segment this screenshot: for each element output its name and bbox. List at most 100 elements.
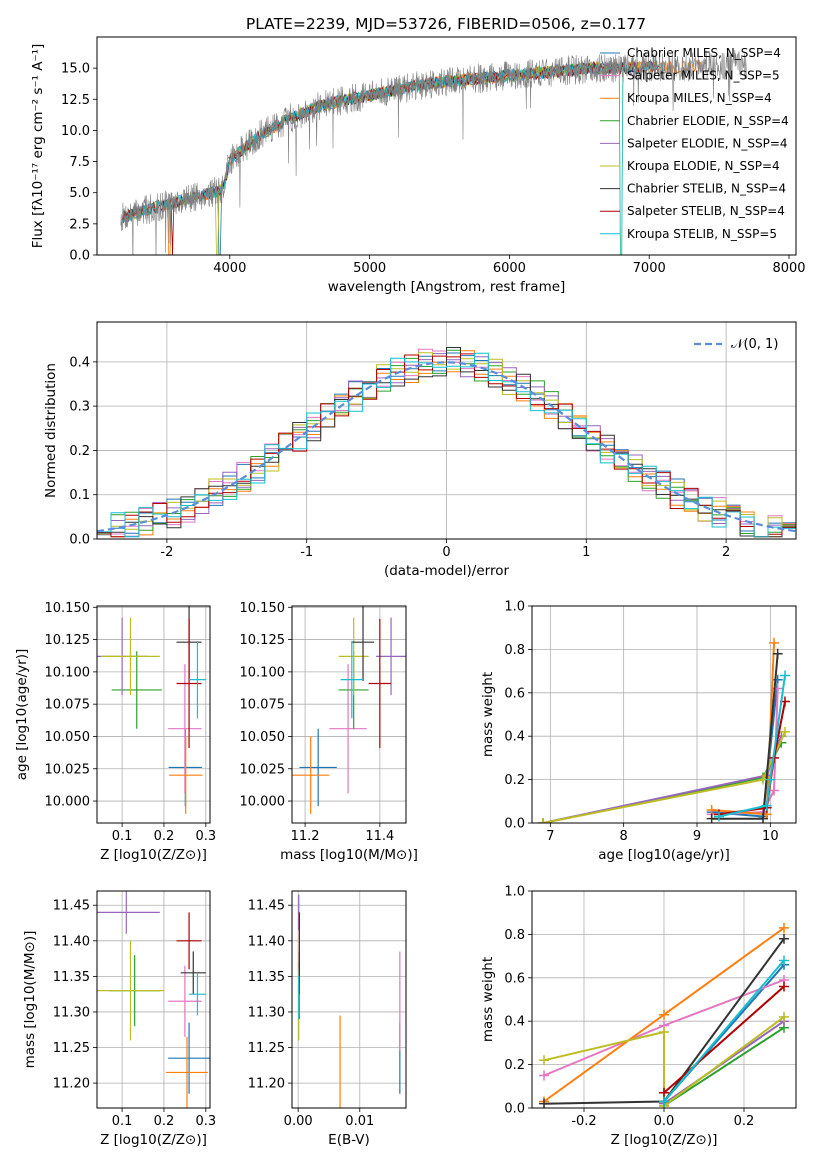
axes-frame xyxy=(96,321,797,540)
weight-line-kroupa_stelib xyxy=(718,675,786,818)
legend-label-kroupa_elodie: Kroupa ELODIE, N_SSP=4 xyxy=(627,159,780,173)
y-tick-label: 0.0 xyxy=(69,533,90,548)
mass-vs-metallicity-panel: 0.1 0.2 0.3 11.20 11.25 11.30 11.35 11.40 11.45 Z… xyxy=(22,890,216,1148)
y-tick-label: 15.0 xyxy=(61,62,90,77)
legend-label-kroupa_miles: Kroupa MILES, N_SSP=4 xyxy=(627,91,772,105)
y-tick-label: 0.2 xyxy=(504,1058,525,1073)
y-tick-label: 0.6 xyxy=(504,971,525,986)
weight-marker-kroupa_miles xyxy=(769,637,779,648)
y-tick-label: 0.4 xyxy=(504,730,525,745)
x-axis-label: Z [log10(Z/Z⊙)] xyxy=(100,1132,207,1148)
weight-lines xyxy=(538,637,790,823)
errorbars xyxy=(292,606,406,814)
y-tick-label: 11.20 xyxy=(53,1077,90,1092)
histogram-steps xyxy=(97,347,796,538)
y-tick-label: 0.4 xyxy=(69,355,90,370)
x-tick-label: 7000 xyxy=(633,261,666,276)
y-tick-label: 11.40 xyxy=(248,934,285,949)
y-tick-label: 10.050 xyxy=(45,730,91,745)
x-tick-label: 11.2 xyxy=(291,829,320,844)
y-tick-label: 10.0 xyxy=(61,124,90,139)
weight-marker-salpeter_stelib xyxy=(659,1087,669,1098)
x-tick-label: 0.00 xyxy=(284,1114,313,1129)
x-tick-label: 8 xyxy=(620,829,628,844)
weight-marker-kroupa_stelib xyxy=(780,670,790,681)
y-tick-label: 10.125 xyxy=(45,633,91,648)
y-tick-label: 10.000 xyxy=(240,795,286,810)
weight-marker-kroupa_elodie xyxy=(538,818,548,823)
y-tick-label: 5.0 xyxy=(69,186,90,201)
figure-title: PLATE=2239, MJD=53726, FIBERID=0506, z=0… xyxy=(246,15,646,33)
y-tick-label: 10.075 xyxy=(240,698,286,713)
y-tick-label: 0.8 xyxy=(504,928,525,943)
y-tick-label: 11.30 xyxy=(248,1005,285,1020)
x-tick-label: 0.2 xyxy=(154,1114,175,1129)
weight-line-kroupa_elodie xyxy=(543,1016,785,1108)
age-vs-metallicity-panel: 0.1 0.2 0.3 10.000 10.025 10.050 10.075 10.100 1… xyxy=(14,601,216,863)
mass-weight-vs-metallicity-panel: -0.2 0.0 0.2 0.0 0.2 0.4 0.6 0.8 1.0 Z [log10(Z/Z… xyxy=(480,885,797,1148)
weight-marker-chabrier_stelib xyxy=(779,933,789,944)
weight-marker-kroupa_miles xyxy=(779,922,789,933)
weight-marker-kroupa_elodie xyxy=(780,726,790,737)
mass-vs-ebv-panel: 0.00 0.01 11.20 11.25 11.30 11.35 11.40 11.45 E(… xyxy=(248,890,407,1148)
legend-label-kroupa_stelib: Kroupa STELIB, N_SSP=5 xyxy=(627,227,777,241)
x-tick-label: 7 xyxy=(546,829,554,844)
y-tick-label: 11.25 xyxy=(248,1041,285,1056)
observed-spectrum-line xyxy=(120,49,748,255)
y-tick-label: 10.100 xyxy=(240,665,286,680)
y-tick-label: 11.20 xyxy=(248,1077,285,1092)
y-tick-label: 0.2 xyxy=(69,444,90,459)
axes-frame xyxy=(531,890,797,1109)
axes-frame xyxy=(531,605,797,824)
weight-marker-kroupa_stelib xyxy=(761,800,772,811)
axes-frame xyxy=(96,36,797,256)
x-tick-label: 0 xyxy=(442,545,450,560)
weight-line-kroupa_stelib xyxy=(663,959,785,1103)
spectrum-legend: Chabrier MILES, N_SSP=4 Salpeter MILES, N… xyxy=(600,46,789,241)
x-tick-label: 0.01 xyxy=(345,1114,374,1129)
y-tick-label: 7.5 xyxy=(69,155,90,170)
y-tick-label: 10.025 xyxy=(45,762,91,777)
x-tick-label: 4000 xyxy=(213,261,246,276)
x-tick-label: -0.2 xyxy=(571,1114,596,1129)
x-tick-label: 5000 xyxy=(353,261,386,276)
y-tick-label: 0.2 xyxy=(504,773,525,788)
y-tick-label: 11.30 xyxy=(53,1005,90,1020)
y-tick-label: 0.8 xyxy=(504,643,525,658)
weight-marker-chabrier_stelib xyxy=(772,648,783,659)
x-tick-label: 6000 xyxy=(493,261,526,276)
model-spectrum-kroupa_stelib xyxy=(121,60,667,255)
legend-label-chabrier_stelib: Chabrier STELIB, N_SSP=4 xyxy=(627,182,786,196)
x-axis-label: wavelength [Angstrom, rest frame] xyxy=(328,279,566,295)
histogram-kroupa_stelib xyxy=(97,352,796,538)
y-axis-label: mass weight xyxy=(480,672,496,757)
y-tick-label: 11.40 xyxy=(53,934,90,949)
axes-frame xyxy=(291,890,407,1109)
y-tick-label: 11.35 xyxy=(248,970,285,985)
y-axis-label: mass [log10(M/M⊙)] xyxy=(22,931,38,1069)
residual-histogram-panel: -2 -1 0 1 2 0.0 0.1 0.2 0.3 0.4 (data-model)/error… xyxy=(43,321,797,579)
legend-label-salpeter_miles: Salpeter MILES, N_SSP=5 xyxy=(627,69,780,83)
x-tick-label: 0.2 xyxy=(734,1114,755,1129)
weight-marker-chabrier_stelib xyxy=(758,813,768,823)
y-tick-label: 1.0 xyxy=(504,885,525,900)
y-tick-label: 0.4 xyxy=(504,1015,525,1030)
y-axis-label: Flux [fλ10⁻¹⁷ erg cm⁻² s⁻¹ A⁻¹] xyxy=(30,44,46,249)
weight-marker-salpeter_stelib xyxy=(779,981,789,992)
weight-marker-chabrier_stelib xyxy=(539,1098,549,1108)
y-tick-label: 10.000 xyxy=(45,795,91,810)
spectrum-lines xyxy=(120,49,748,255)
x-tick-label: -1 xyxy=(300,545,313,560)
y-tick-label: 11.25 xyxy=(53,1041,90,1056)
y-tick-label: 0.1 xyxy=(69,488,90,503)
x-tick-label: 0.0 xyxy=(654,1114,675,1129)
x-tick-label: 2 xyxy=(722,545,730,560)
y-tick-label: 2.5 xyxy=(69,217,90,232)
weight-line-chabrier_elodie xyxy=(663,1026,785,1107)
y-tick-label: 10.100 xyxy=(45,665,91,680)
y-axis-label: mass weight xyxy=(480,957,496,1042)
y-tick-label: 0.0 xyxy=(504,1102,525,1117)
y-tick-label: 0.6 xyxy=(504,686,525,701)
y-tick-label: 10.125 xyxy=(240,633,286,648)
